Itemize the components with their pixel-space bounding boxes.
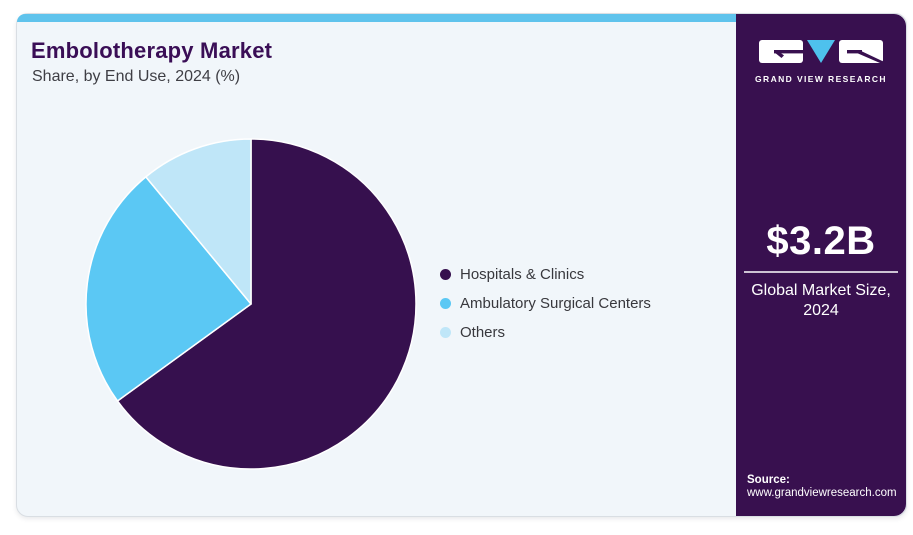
legend-label: Hospitals & Clinics <box>460 265 585 283</box>
pie-slice-2 <box>145 138 252 305</box>
source-label: Source: <box>747 474 790 486</box>
brand-logo: GRAND VIEW RESEARCH <box>736 40 906 84</box>
legend-swatch-ambulatory-surgical-centers-icon <box>440 297 451 309</box>
divider <box>744 271 898 273</box>
pie-slice-0 <box>116 138 417 470</box>
report-card: Embolotherapy Market Share, by End Use, … <box>16 13 907 517</box>
legend-swatch-hospitals-clinics-icon <box>440 268 451 280</box>
market-size-label-line1: Global Market Size, <box>751 282 891 299</box>
legend-label: Ambulatory Surgical Centers <box>460 294 651 312</box>
pie-slice-1 <box>85 176 252 402</box>
legend-item-ambulatory-surgical-centers: Ambulatory Surgical Centers <box>440 292 651 314</box>
page-subtitle: Share, by End Use, 2024 (%) <box>32 68 241 85</box>
market-size-label-line2: 2024 <box>803 302 839 319</box>
legend-label: Others <box>460 323 506 341</box>
logo-triangle-icon <box>807 40 835 63</box>
page-title: Embolotherapy Market <box>31 38 273 63</box>
top-accent-bar <box>17 14 736 22</box>
legend-item-hospitals-clinics: Hospitals & Clinics <box>440 263 651 285</box>
market-size-label: Global Market Size, 2024 <box>736 281 906 321</box>
legend-item-others: Others <box>440 321 651 343</box>
legend: Hospitals & Clinics Ambulatory Surgical … <box>440 263 651 350</box>
brand-name: GRAND VIEW RESEARCH <box>755 74 887 84</box>
market-size-block: $3.2B Global Market Size, 2024 <box>736 219 906 321</box>
gvr-logo-icon <box>759 40 883 63</box>
pie-chart <box>85 138 417 470</box>
source-url-link[interactable]: www.grandviewresearch.com <box>747 487 897 499</box>
sidebar: GRAND VIEW RESEARCH $3.2B Global Market … <box>736 14 906 516</box>
source-block: Source: www.grandviewresearch.com <box>747 474 897 499</box>
legend-swatch-others-icon <box>440 326 451 338</box>
market-size-value: $3.2B <box>766 219 876 263</box>
